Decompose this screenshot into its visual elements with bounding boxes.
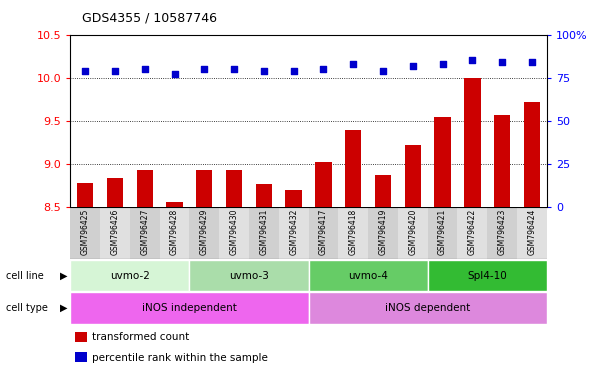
Bar bbox=[189, 260, 309, 291]
Bar bbox=[315, 162, 332, 207]
Point bbox=[289, 68, 299, 74]
Text: GSM796432: GSM796432 bbox=[289, 209, 298, 255]
Point bbox=[497, 59, 507, 65]
Text: GSM796419: GSM796419 bbox=[379, 209, 387, 255]
Text: GSM796427: GSM796427 bbox=[141, 209, 149, 255]
Bar bbox=[398, 207, 428, 259]
Bar bbox=[249, 207, 279, 259]
Bar bbox=[494, 115, 510, 207]
Bar bbox=[428, 207, 458, 259]
Bar bbox=[338, 207, 368, 259]
Text: GSM796424: GSM796424 bbox=[527, 209, 536, 255]
Text: percentile rank within the sample: percentile rank within the sample bbox=[92, 353, 268, 362]
Text: GDS4355 / 10587746: GDS4355 / 10587746 bbox=[82, 12, 218, 25]
Bar bbox=[279, 207, 309, 259]
Text: uvmo-3: uvmo-3 bbox=[229, 270, 269, 281]
Bar bbox=[375, 174, 391, 207]
Bar bbox=[136, 170, 153, 207]
Point bbox=[527, 59, 537, 65]
Bar bbox=[166, 202, 183, 207]
Text: ▶: ▶ bbox=[60, 270, 67, 281]
Bar bbox=[75, 332, 87, 342]
Bar bbox=[345, 130, 362, 207]
Bar bbox=[458, 207, 488, 259]
Text: GSM796417: GSM796417 bbox=[319, 209, 328, 255]
Bar bbox=[189, 207, 219, 259]
Bar bbox=[434, 117, 451, 207]
Point bbox=[199, 66, 209, 72]
Bar bbox=[100, 207, 130, 259]
Bar bbox=[75, 352, 87, 362]
Bar bbox=[524, 102, 540, 207]
Text: iNOS dependent: iNOS dependent bbox=[385, 303, 470, 313]
Bar bbox=[226, 170, 243, 207]
Bar bbox=[309, 293, 547, 324]
Point bbox=[229, 66, 239, 72]
Bar bbox=[196, 170, 213, 207]
Bar bbox=[309, 207, 338, 259]
Bar bbox=[368, 207, 398, 259]
Point bbox=[140, 66, 150, 72]
Text: GSM796422: GSM796422 bbox=[468, 209, 477, 255]
Point bbox=[170, 71, 180, 78]
Bar bbox=[77, 183, 93, 207]
Text: GSM796430: GSM796430 bbox=[230, 209, 238, 255]
Point bbox=[318, 66, 328, 72]
Point bbox=[259, 68, 269, 74]
Point bbox=[348, 61, 358, 67]
Text: uvmo-2: uvmo-2 bbox=[110, 270, 150, 281]
Bar bbox=[309, 260, 428, 291]
Text: iNOS independent: iNOS independent bbox=[142, 303, 237, 313]
Text: GSM796421: GSM796421 bbox=[438, 209, 447, 255]
Bar bbox=[70, 260, 189, 291]
Bar bbox=[107, 178, 123, 207]
Text: Spl4-10: Spl4-10 bbox=[467, 270, 507, 281]
Bar bbox=[130, 207, 159, 259]
Bar bbox=[70, 293, 309, 324]
Bar bbox=[464, 78, 481, 207]
Point bbox=[110, 68, 120, 74]
Bar bbox=[159, 207, 189, 259]
Text: ▶: ▶ bbox=[60, 303, 67, 313]
Bar bbox=[219, 207, 249, 259]
Bar bbox=[255, 184, 272, 207]
Text: GSM796425: GSM796425 bbox=[81, 209, 90, 255]
Point bbox=[80, 68, 90, 74]
Text: GSM796418: GSM796418 bbox=[349, 209, 357, 255]
Point bbox=[437, 61, 447, 67]
Text: transformed count: transformed count bbox=[92, 333, 189, 343]
Point bbox=[408, 63, 418, 69]
Text: GSM796429: GSM796429 bbox=[200, 209, 209, 255]
Text: GSM796423: GSM796423 bbox=[498, 209, 507, 255]
Bar bbox=[517, 207, 547, 259]
Text: cell type: cell type bbox=[6, 303, 48, 313]
Text: cell line: cell line bbox=[6, 270, 44, 281]
Bar bbox=[285, 190, 302, 207]
Text: uvmo-4: uvmo-4 bbox=[348, 270, 388, 281]
Bar bbox=[488, 207, 517, 259]
Bar bbox=[70, 207, 100, 259]
Point bbox=[467, 58, 477, 64]
Text: GSM796420: GSM796420 bbox=[408, 209, 417, 255]
Text: GSM796431: GSM796431 bbox=[260, 209, 268, 255]
Text: GSM796426: GSM796426 bbox=[111, 209, 119, 255]
Text: GSM796428: GSM796428 bbox=[170, 209, 179, 255]
Bar bbox=[428, 260, 547, 291]
Bar bbox=[404, 145, 421, 207]
Point bbox=[378, 68, 388, 74]
